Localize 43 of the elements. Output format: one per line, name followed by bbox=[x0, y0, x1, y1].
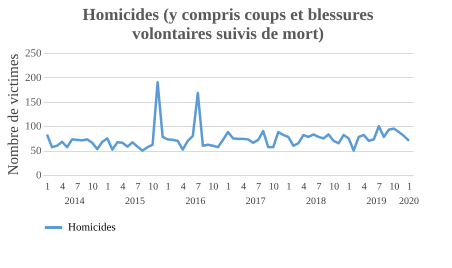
text: 2015 bbox=[124, 196, 145, 207]
x-tick-label: 7 bbox=[75, 182, 80, 192]
x-tick-label: 4 bbox=[60, 182, 66, 192]
y-tick-label: 150 bbox=[25, 96, 42, 108]
y-tick-label: 250 bbox=[25, 48, 42, 60]
y-tick-label: 100 bbox=[25, 120, 42, 133]
x-tick-label: 7 bbox=[136, 182, 140, 192]
x-tick-label: 1 bbox=[226, 182, 231, 192]
text: 2020 bbox=[399, 196, 419, 207]
x-tick-label: 10 bbox=[88, 182, 98, 192]
x-tick-label: 10 bbox=[389, 182, 400, 192]
x-tick-label: 10 bbox=[329, 182, 340, 192]
text: 2017 bbox=[246, 196, 266, 207]
legend-label: Homicides bbox=[68, 222, 116, 234]
x-tick-label: 4 bbox=[180, 182, 186, 192]
text: 2014 bbox=[64, 196, 85, 207]
x-tick-label: 10 bbox=[268, 182, 279, 192]
x-tick-label: 1 bbox=[45, 182, 50, 192]
y-tick-label: 200 bbox=[25, 72, 42, 84]
text: 2016 bbox=[185, 196, 206, 207]
x-tick-label: 1 bbox=[105, 182, 110, 192]
x-tick-label: 7 bbox=[316, 182, 322, 192]
x-tick-label: 4 bbox=[120, 182, 126, 192]
text: Homicides (y compris coups et blessures bbox=[82, 5, 374, 24]
x-tick-label: 10 bbox=[208, 182, 218, 192]
text: 2019 bbox=[366, 196, 386, 207]
x-tick-label: 1 bbox=[286, 182, 292, 192]
x-tick-label: 1 bbox=[346, 182, 352, 192]
text: volontaires suivis de mort) bbox=[132, 24, 324, 43]
x-tick-label: 4 bbox=[241, 182, 246, 192]
x-tick-label: 10 bbox=[148, 182, 158, 192]
x-tick-label: 7 bbox=[376, 182, 382, 192]
x-tick-label: 7 bbox=[196, 182, 201, 192]
y-axis-title: Nombre de victimes bbox=[6, 54, 22, 176]
x-tick-label: 4 bbox=[362, 182, 367, 192]
text: 2018 bbox=[306, 196, 326, 207]
y-tick-label: 0 bbox=[36, 170, 42, 182]
x-tick-label: 7 bbox=[256, 182, 262, 192]
line-series bbox=[46, 81, 410, 152]
x-tick-label: 1 bbox=[407, 182, 412, 192]
x-tick-label: 1 bbox=[166, 182, 171, 192]
y-tick-label: 50 bbox=[30, 145, 42, 158]
x-tick-label: 4 bbox=[301, 182, 306, 192]
